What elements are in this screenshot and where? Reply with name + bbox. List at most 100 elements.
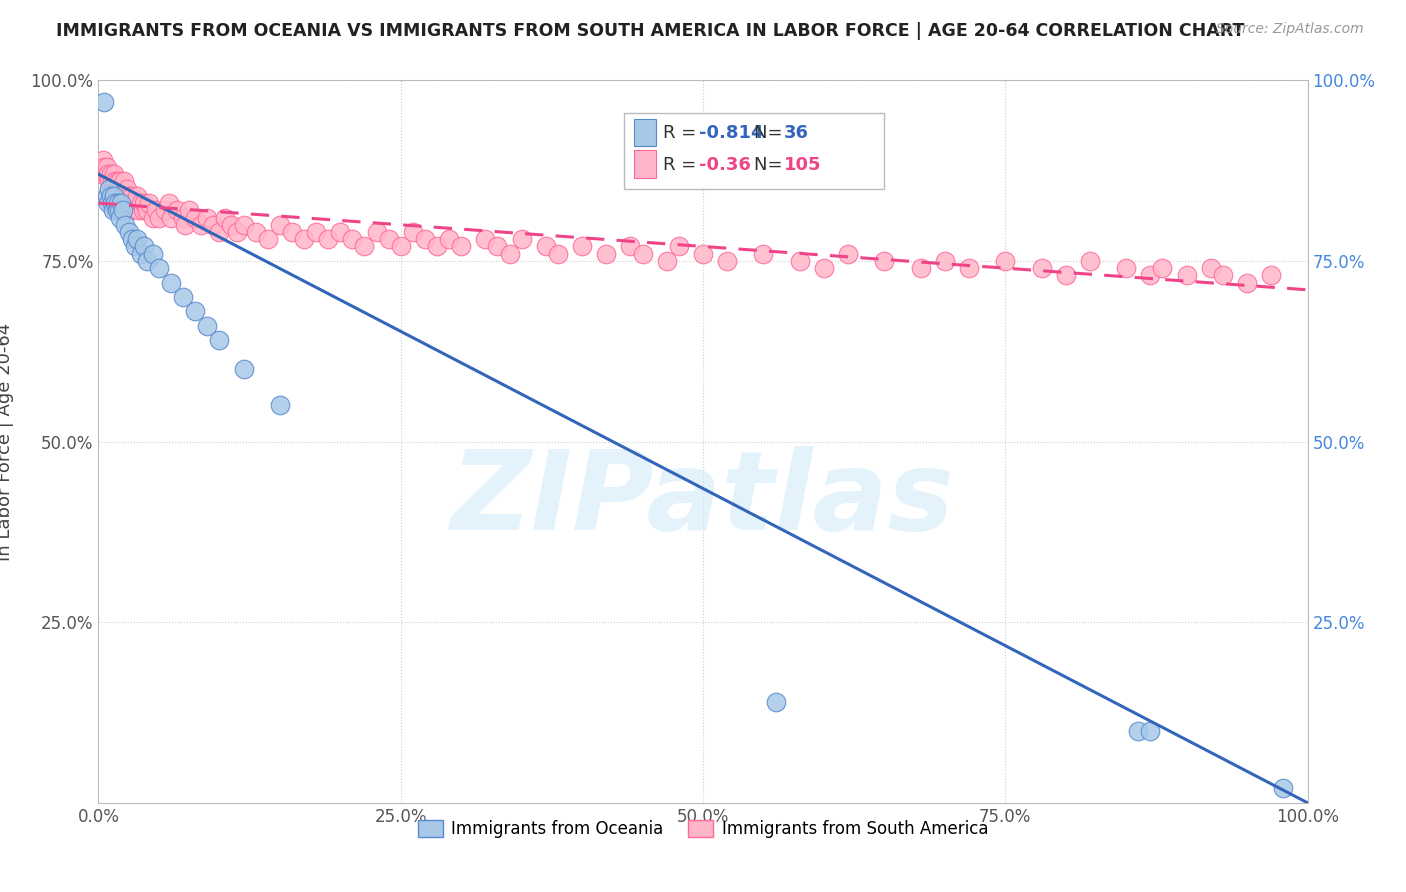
- Point: [934, 253, 956, 268]
- Point: [148, 261, 170, 276]
- Point: [129, 196, 152, 211]
- Point: [226, 225, 249, 239]
- Bar: [634, 151, 655, 178]
- Point: [121, 189, 143, 203]
- Point: [195, 318, 218, 333]
- Point: [108, 203, 131, 218]
- Point: [789, 253, 811, 268]
- Point: [110, 189, 132, 203]
- Point: [1272, 781, 1295, 796]
- Point: [208, 225, 231, 239]
- Point: [292, 232, 315, 246]
- Point: [510, 232, 533, 246]
- Point: [120, 203, 142, 218]
- Point: [98, 182, 121, 196]
- Point: [305, 225, 328, 239]
- Point: [100, 189, 122, 203]
- Point: [108, 174, 131, 188]
- Point: [1115, 261, 1137, 276]
- Point: [107, 196, 129, 211]
- Point: [1152, 261, 1174, 276]
- Point: [100, 167, 122, 181]
- Point: [121, 232, 143, 246]
- Bar: [624, 112, 884, 189]
- Text: N=: N=: [754, 124, 787, 142]
- Point: [190, 218, 212, 232]
- Point: [232, 218, 254, 232]
- Point: [450, 239, 472, 253]
- Point: [157, 196, 180, 211]
- Point: [103, 167, 125, 181]
- Point: [91, 153, 114, 167]
- Text: -0.814: -0.814: [699, 124, 763, 142]
- Point: [534, 239, 557, 253]
- Text: Source: ZipAtlas.com: Source: ZipAtlas.com: [1216, 22, 1364, 37]
- Point: [765, 695, 787, 709]
- Point: [114, 218, 136, 232]
- Point: [486, 239, 509, 253]
- Text: N=: N=: [754, 156, 787, 174]
- Point: [127, 189, 149, 203]
- Point: [111, 203, 134, 218]
- Point: [107, 174, 129, 188]
- Point: [127, 203, 149, 218]
- Point: [166, 203, 188, 218]
- Point: [97, 196, 120, 211]
- Point: [1236, 276, 1258, 290]
- Point: [957, 261, 980, 276]
- Point: [172, 211, 194, 225]
- Text: -0.36: -0.36: [699, 156, 751, 174]
- Point: [692, 246, 714, 260]
- Point: [108, 211, 131, 225]
- Point: [437, 232, 460, 246]
- Point: [129, 246, 152, 260]
- Point: [127, 232, 149, 246]
- Point: [202, 218, 225, 232]
- Point: [1260, 268, 1282, 283]
- Point: [174, 218, 197, 232]
- Point: [631, 246, 654, 260]
- Point: [184, 211, 207, 225]
- Point: [97, 167, 120, 181]
- Point: [426, 239, 449, 253]
- Text: 36: 36: [785, 124, 808, 142]
- Point: [111, 182, 134, 196]
- Point: [716, 253, 738, 268]
- Point: [100, 174, 122, 188]
- Point: [105, 203, 128, 218]
- Point: [910, 261, 932, 276]
- Point: [837, 246, 859, 260]
- Text: R =: R =: [664, 124, 702, 142]
- Point: [100, 196, 122, 211]
- Point: [813, 261, 835, 276]
- Point: [135, 253, 157, 268]
- Point: [571, 239, 593, 253]
- Point: [269, 218, 291, 232]
- Point: [134, 196, 156, 211]
- Point: [232, 362, 254, 376]
- Point: [256, 232, 278, 246]
- Point: [655, 253, 678, 268]
- Point: [377, 232, 399, 246]
- Point: [316, 232, 339, 246]
- Point: [118, 196, 141, 211]
- Point: [619, 239, 641, 253]
- Text: R =: R =: [664, 156, 702, 174]
- Point: [1031, 261, 1053, 276]
- Point: [94, 167, 117, 181]
- Point: [93, 95, 115, 109]
- Point: [214, 211, 236, 225]
- Point: [138, 196, 160, 211]
- Point: [498, 246, 520, 260]
- Point: [115, 196, 138, 211]
- Point: [160, 211, 183, 225]
- Point: [105, 182, 128, 196]
- Point: [873, 253, 896, 268]
- Point: [117, 182, 139, 196]
- Point: [353, 239, 375, 253]
- Text: ZIPatlas: ZIPatlas: [451, 446, 955, 553]
- Point: [179, 203, 201, 218]
- Point: [114, 189, 136, 203]
- Point: [474, 232, 496, 246]
- Point: [101, 182, 124, 196]
